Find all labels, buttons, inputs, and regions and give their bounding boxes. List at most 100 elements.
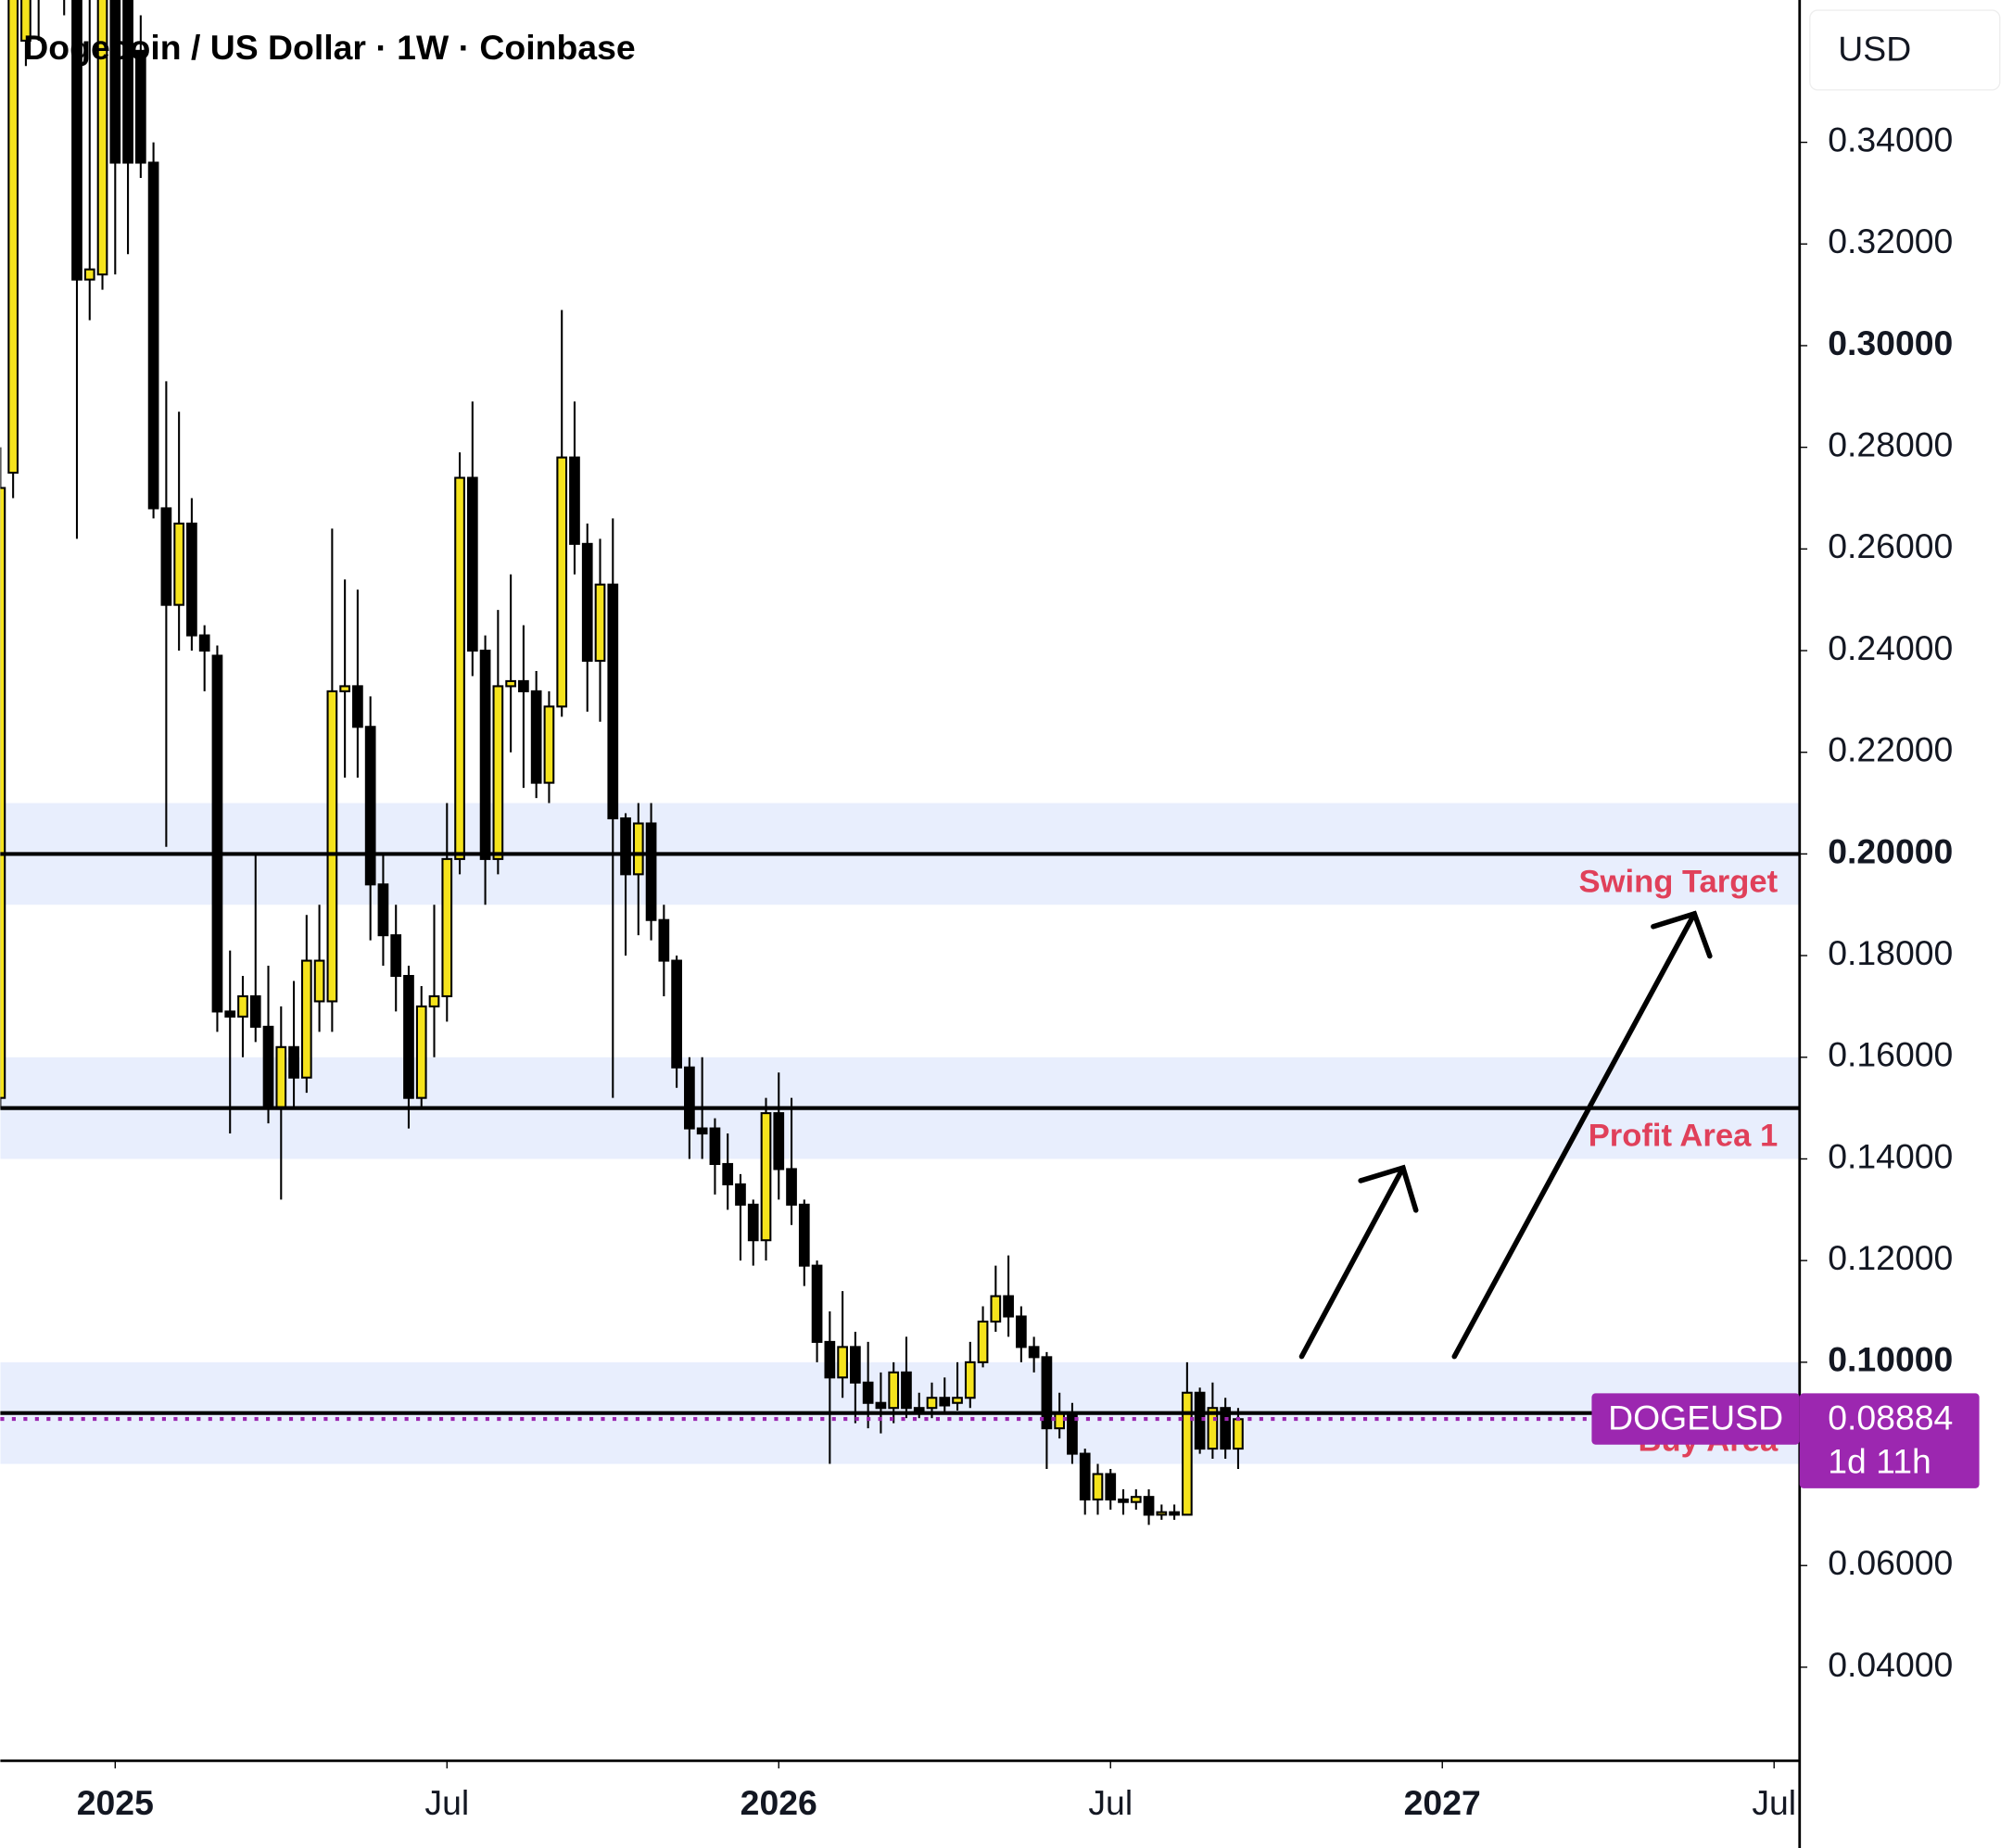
candle-body: [594, 583, 606, 663]
y-tick-label: 0.10000: [1828, 1340, 1953, 1379]
candle-body: [71, 0, 82, 281]
candle-body: [479, 649, 491, 860]
candle-body: [939, 1397, 951, 1407]
candle-body: [237, 994, 248, 1018]
candle-body: [862, 1381, 874, 1404]
candle-body: [773, 1112, 785, 1171]
candle-body: [198, 634, 210, 652]
candle-body: [83, 268, 95, 281]
candle-body: [1054, 1411, 1066, 1430]
candle-body: [403, 974, 414, 1099]
candle-body: [645, 822, 657, 921]
candle-body: [390, 934, 402, 978]
candle-body: [428, 994, 440, 1007]
candle-body: [492, 685, 504, 860]
candle-body: [837, 1346, 848, 1379]
x-tick-label: 2027: [1404, 1783, 1481, 1822]
candle-body: [1143, 1496, 1155, 1516]
candle-body: [901, 1371, 912, 1410]
candle-body: [441, 857, 453, 998]
x-tick-label: Jul: [1088, 1783, 1133, 1822]
arrow-head: [1358, 1164, 1419, 1213]
candle-body: [569, 456, 580, 545]
y-tick-label: 0.06000: [1828, 1543, 1953, 1582]
candle-body: [556, 456, 568, 708]
candle-body: [824, 1340, 836, 1379]
candle-body: [735, 1183, 746, 1206]
y-tick-label: 0.20000: [1828, 831, 1953, 870]
candle-body: [262, 1025, 274, 1109]
candle-body: [377, 883, 389, 937]
candle-body: [696, 1127, 708, 1135]
candle-body: [798, 1203, 810, 1267]
candle-body: [300, 959, 312, 1079]
candle-body: [964, 1361, 976, 1399]
candle-body: [326, 690, 338, 1003]
arrows: [1298, 910, 1713, 1360]
candle-body: [952, 1397, 963, 1404]
candle-body: [632, 822, 644, 876]
candle-body: [1169, 1511, 1180, 1516]
candle-body: [1079, 1452, 1091, 1500]
candle-body: [1118, 1498, 1129, 1503]
candle-body: [722, 1162, 734, 1185]
candle-body: [454, 476, 465, 860]
y-tick-label: 0.28000: [1828, 425, 1953, 464]
candle-body: [760, 1112, 772, 1242]
candle-body: [352, 685, 363, 728]
candle-body: [747, 1203, 759, 1242]
candle-body: [7, 0, 19, 475]
candle-body: [530, 690, 542, 784]
candle-body: [709, 1127, 721, 1165]
x-tick-label: Jul: [424, 1783, 469, 1822]
candle-body: [581, 542, 593, 663]
candle-body: [658, 918, 670, 962]
candle-body: [466, 476, 478, 652]
y-tick-label: 0.34000: [1828, 120, 1953, 158]
currency-box[interactable]: [1809, 9, 2001, 91]
candle-body: [1233, 1418, 1244, 1450]
candle-body: [1003, 1295, 1014, 1318]
countdown: 1d 11h: [1828, 1441, 1931, 1480]
price-tag: [1799, 1393, 1980, 1488]
candle-body: [173, 522, 184, 606]
candle-body: [1041, 1356, 1053, 1430]
symbol-label: DOGEUSD: [1608, 1398, 1783, 1437]
candle-body: [122, 0, 133, 164]
price-label: 0.08884: [1828, 1398, 1953, 1437]
candle-body: [977, 1320, 989, 1363]
y-tick-label: 0.24000: [1828, 628, 1953, 667]
candle-body: [1105, 1473, 1117, 1500]
candle-body: [1156, 1511, 1168, 1516]
candle-body: [505, 679, 516, 688]
candle-body: [211, 654, 223, 1013]
candle-body: [1220, 1407, 1232, 1450]
x-tick-label: 2025: [77, 1783, 154, 1822]
candle-body: [786, 1168, 797, 1206]
y-tick-label: 0.14000: [1828, 1136, 1953, 1175]
x-tick-label: 2026: [741, 1783, 817, 1822]
candle-body: [671, 959, 682, 1069]
zone-label: Profit Area 1: [1589, 1119, 1779, 1154]
candle-body: [249, 994, 261, 1028]
candle-body: [1130, 1496, 1142, 1503]
candle-body: [888, 1371, 900, 1410]
candle-body: [415, 1005, 427, 1099]
candle-body: [109, 0, 121, 164]
candle-body: [313, 959, 325, 1003]
zone-label: Swing Target: [1578, 864, 1778, 899]
arrow-head: [1651, 910, 1713, 959]
candle-body: [850, 1346, 861, 1384]
candle-body: [1092, 1473, 1104, 1500]
candle-body: [990, 1295, 1002, 1323]
arrow: [1298, 1165, 1406, 1360]
currency[interactable]: USD: [1838, 29, 1911, 68]
y-tick-label: 0.12000: [1828, 1238, 1953, 1277]
candle-body: [620, 816, 631, 876]
chart-title: Dogecoin / US Dollar · 1W · Coinbase: [23, 28, 635, 67]
y-tick-label: 0.32000: [1828, 222, 1953, 260]
y-tick-label: 0.04000: [1828, 1645, 1953, 1684]
candle-body: [96, 0, 108, 276]
candle-body: [518, 679, 529, 692]
